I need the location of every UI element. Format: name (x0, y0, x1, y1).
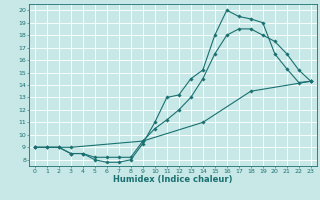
X-axis label: Humidex (Indice chaleur): Humidex (Indice chaleur) (113, 175, 233, 184)
